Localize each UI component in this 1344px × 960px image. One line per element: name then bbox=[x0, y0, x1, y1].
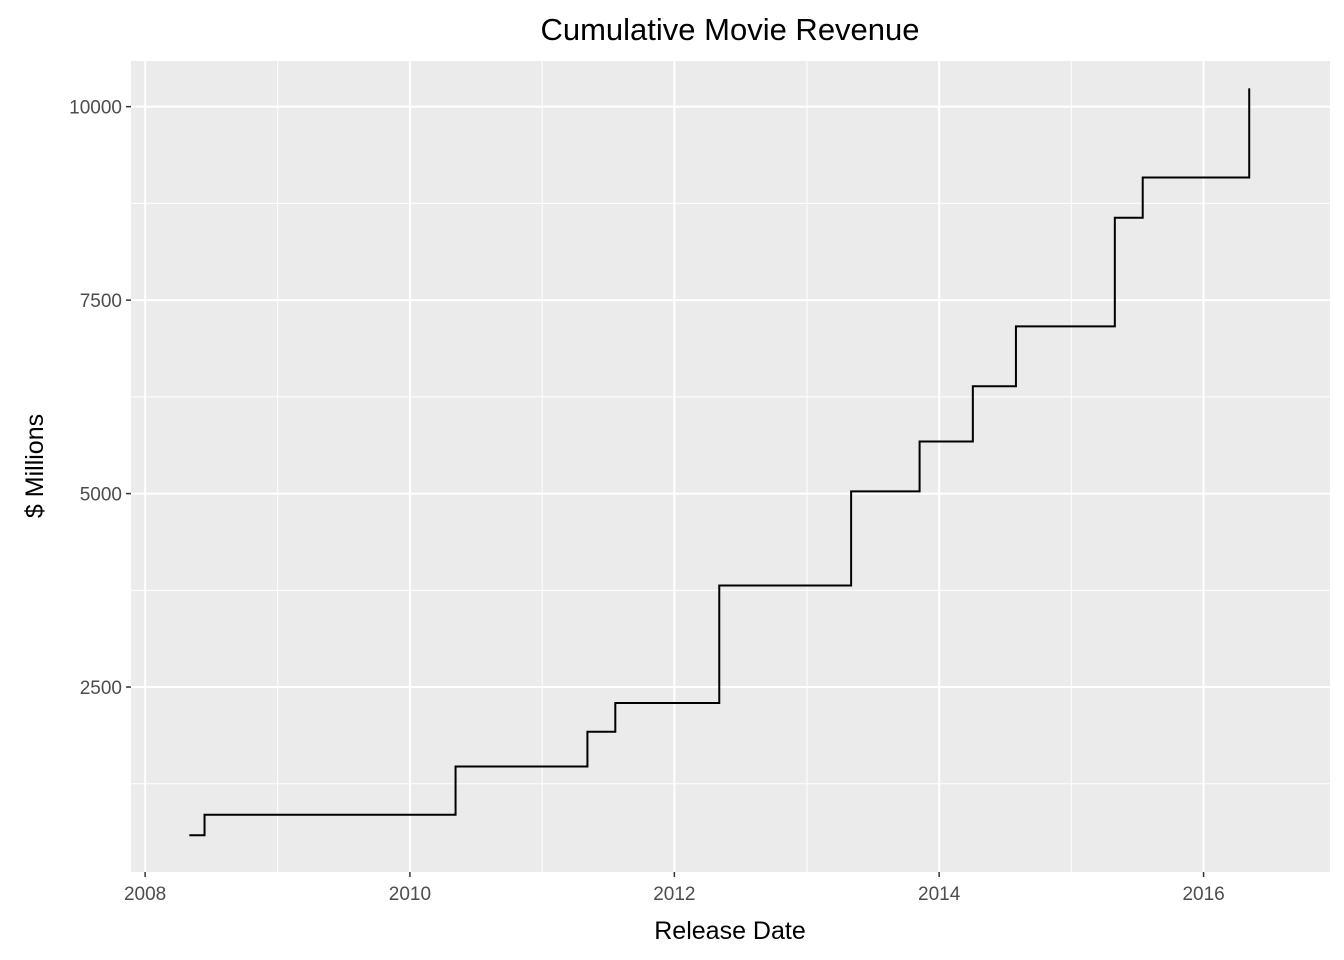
x-tick-label: 2010 bbox=[389, 884, 431, 905]
y-axis-title: $ Millions bbox=[21, 414, 49, 518]
y-tick-label: 10000 bbox=[69, 98, 122, 119]
y-tick-label: 7500 bbox=[80, 291, 122, 312]
major-gridlines bbox=[131, 61, 1330, 872]
x-axis: 2008 2010 2012 2014 2016 bbox=[124, 872, 1225, 905]
y-tick-label: 5000 bbox=[80, 485, 122, 506]
x-axis-title: Release Date bbox=[654, 917, 805, 945]
series-line-0 bbox=[189, 88, 1251, 837]
x-tick-label: 2016 bbox=[1182, 884, 1224, 905]
x-tick-label: 2012 bbox=[653, 884, 695, 905]
plot-panel bbox=[131, 61, 1330, 872]
y-tick-label: 2500 bbox=[80, 678, 122, 699]
minor-gridlines bbox=[131, 61, 1330, 872]
series-layer bbox=[189, 88, 1251, 837]
x-tick-label: 2008 bbox=[124, 884, 166, 905]
chart-title: Cumulative Movie Revenue bbox=[540, 12, 919, 47]
x-tick-label: 2014 bbox=[918, 884, 961, 905]
y-axis: 2500 5000 7500 10000 bbox=[69, 98, 131, 699]
